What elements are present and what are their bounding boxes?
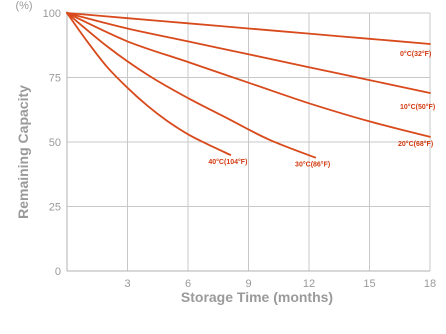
x-axis-label: Storage Time (months) xyxy=(181,289,333,305)
x-tick-label: 12 xyxy=(303,278,315,290)
y-axis-label: Remaining Capacity xyxy=(15,85,31,219)
y-tick-labels: 0 25 50 75 100 xyxy=(43,8,61,278)
x-tick-label: 15 xyxy=(363,278,375,290)
series-line-1 xyxy=(66,12,431,94)
axes xyxy=(66,11,430,272)
x-tick-label: 18 xyxy=(424,278,436,290)
y-tick-label: 0 xyxy=(55,266,61,278)
x-tick-label: 9 xyxy=(245,278,251,290)
y-tick-label: 50 xyxy=(49,137,61,149)
x-tick-label: 3 xyxy=(124,278,130,290)
series-line-2 xyxy=(66,12,431,138)
grid xyxy=(67,12,431,271)
series-label-2: 20°C(68°F) xyxy=(398,140,433,148)
y-tick-label: 75 xyxy=(49,73,61,85)
series-label-3: 30°C(86°F) xyxy=(295,160,330,168)
series-label-0: 0°C(32°F) xyxy=(400,50,431,58)
series-lines xyxy=(66,12,431,159)
series-label-4: 40°C(104°F) xyxy=(208,158,247,166)
series-line-4 xyxy=(66,12,232,156)
series-label-1: 10°C(50°F) xyxy=(400,103,435,111)
series-line-0 xyxy=(66,12,431,45)
y-tick-label: 100 xyxy=(43,8,61,20)
x-tick-labels: 3 6 9 12 15 18 xyxy=(124,278,436,290)
series-labels: 0°C(32°F) 10°C(50°F) 20°C(68°F) 30°C(86°F) 4… xyxy=(208,50,435,169)
series-line-3 xyxy=(66,12,316,159)
x-tick-label: 6 xyxy=(185,278,191,290)
y-axis-unit: (%) xyxy=(15,0,32,12)
y-tick-label: 25 xyxy=(49,202,61,214)
